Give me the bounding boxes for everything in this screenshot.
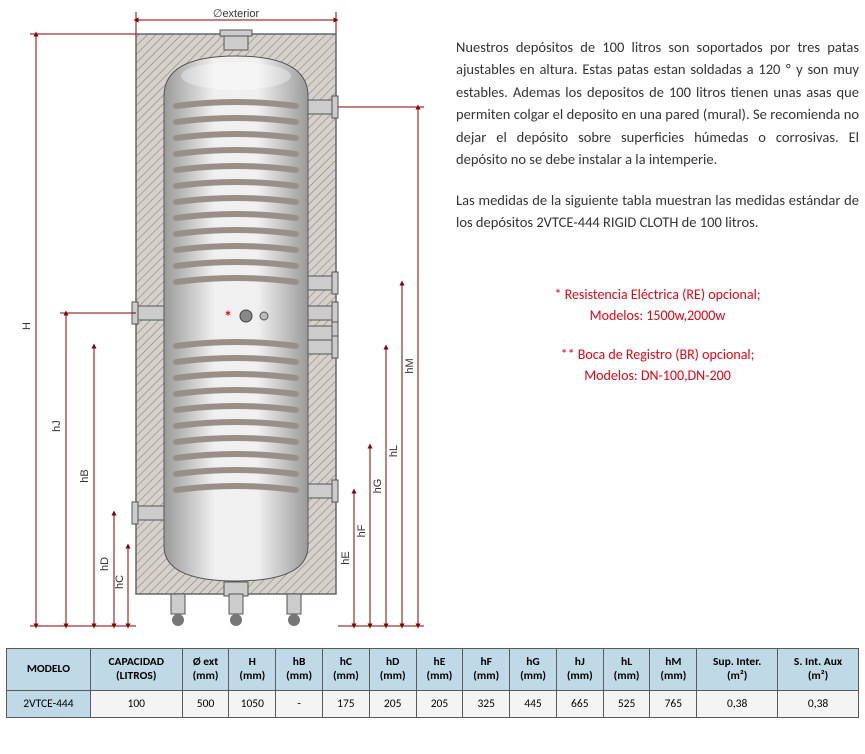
table-cell: 2VTCE-444 [7,690,91,717]
description-p1: Nuestros depósitos de 100 litros son sop… [456,36,859,171]
table-cell: 175 [322,690,369,717]
table-row: 2VTCE-4441005001050-17520520532544566552… [7,690,859,717]
table-cell: 0,38 [778,690,859,717]
dim-hG: hG [372,479,384,494]
dim-H: H [21,322,33,330]
table-cell: 100 [90,690,182,717]
table-cell: 205 [416,690,463,717]
dim-hJ: hJ [51,420,63,432]
dim-hL: hL [388,445,400,457]
dim-hF: hF [356,524,368,537]
col-header: hL(mm) [603,649,650,691]
col-header: hM(mm) [650,649,697,691]
col-header: S. Int. Aux(m²) [778,649,859,691]
col-header: H(mm) [229,649,276,691]
col-header: Sup. Inter.(m²) [697,649,778,691]
table-cell: 525 [603,690,650,717]
dim-hB: hB [79,469,91,482]
table-cell: 765 [650,690,697,717]
col-header: hC(mm) [322,649,369,691]
col-header: hD(mm) [369,649,416,691]
dim-hM: hM [404,358,416,373]
table-cell: - [276,690,323,717]
table-cell: 1050 [229,690,276,717]
dim-hC: hC [114,575,126,589]
col-header: Ø ext(mm) [182,649,229,691]
table-cell: 325 [463,690,510,717]
col-header: hG(mm) [510,649,557,691]
col-header: hJ(mm) [556,649,603,691]
note-resistance: * Resistencia Eléctrica (RE) opcional; M… [456,284,859,326]
table-cell: 665 [556,690,603,717]
asterisk-marker: * [224,308,232,327]
col-header: hB(mm) [276,649,323,691]
table-cell: 0,38 [697,690,778,717]
col-header: hE(mm) [416,649,463,691]
table-cell: 205 [369,690,416,717]
col-header: hF(mm) [463,649,510,691]
dim-diameter-label: ∅exterior [213,8,260,20]
description-p2: Las medidas de la siguiente tabla muestr… [456,189,859,234]
tank-diagram: ∅exterior [6,6,436,636]
note-inspection: ** Boca de Registro (BR) opcional; Model… [456,344,859,386]
dim-hE: hE [340,551,352,564]
table-cell: 500 [182,690,229,717]
dim-hD: hD [99,557,111,571]
col-header: MODELO [7,649,91,691]
col-header: CAPACIDAD(LITROS) [90,649,182,691]
dimensions-table: MODELOCAPACIDAD(LITROS)Ø ext(mm)H(mm)hB(… [6,648,859,718]
table-cell: 445 [510,690,557,717]
